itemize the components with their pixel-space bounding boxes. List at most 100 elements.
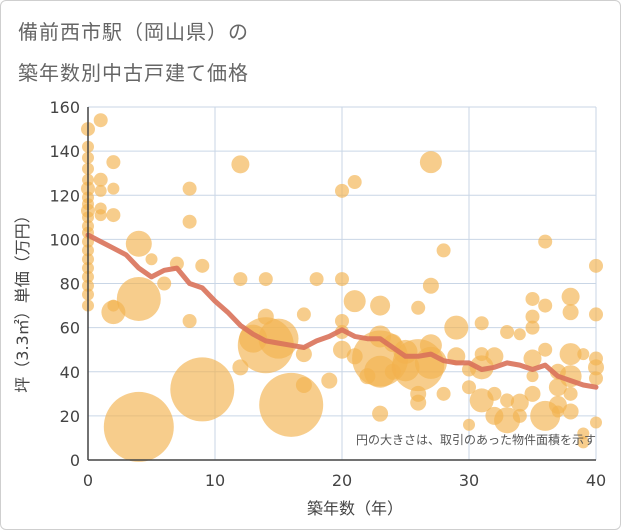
tick-labels: 0 20 40 60 80 100 120 140 160 0 10 20 30 40 [49,98,606,490]
data-bubble [512,408,527,423]
data-bubble [419,151,442,174]
data-bubble [500,393,515,408]
y-tick-label: 100 [49,230,80,249]
data-bubble [106,208,121,223]
data-bubble [107,182,120,195]
data-bubble [538,342,553,357]
data-bubble [577,348,590,361]
x-tick-label: 30 [459,471,479,490]
data-bubble [182,181,197,196]
data-bubble [500,325,515,340]
data-bubble [333,340,351,359]
data-bubble [513,328,526,341]
data-bubble [321,372,338,389]
data-bubble [538,234,553,249]
y-tick-label: 0 [70,451,80,470]
y-tick-label: 40 [60,363,80,382]
data-bubble [258,318,299,359]
data-bubble [295,346,312,363]
y-tick-label: 20 [60,407,80,426]
data-bubble [94,209,107,222]
data-bubble [231,155,250,174]
data-bubble [588,359,604,376]
data-bubble [335,314,349,329]
data-bubble [559,343,582,366]
data-bubble [462,380,476,395]
data-bubble [562,403,579,420]
data-bubble [335,183,349,198]
data-bubble [410,394,427,411]
x-tick-label: 0 [83,471,93,490]
data-bubble [524,385,541,402]
data-bubble [157,276,172,291]
data-bubble [525,291,540,306]
x-tick-label: 10 [205,471,225,490]
data-bubble [525,309,540,324]
data-bubble [474,316,489,331]
data-bubble [370,295,391,316]
data-bubble [125,230,152,257]
data-bubble [411,300,426,315]
data-bubble [116,276,161,321]
data-bubble [589,371,603,386]
data-bubble [232,359,249,376]
data-bubble [258,272,273,287]
data-bubble [523,349,542,368]
data-bubble [296,307,311,322]
data-bubble [444,315,469,340]
y-axis-label: 坪（3.3㎡）単価（万円） [13,207,32,392]
data-bubble [563,386,578,401]
chart-title-line2: 築年数別中古戸建て価格 [18,61,249,85]
axes [87,107,596,461]
data-bubble [525,320,540,335]
data-bubble [195,258,210,273]
y-tick-label: 160 [49,98,80,117]
data-bubble [295,376,312,393]
data-bubble [551,405,564,418]
data-bubble [94,184,107,197]
data-bubble [526,370,539,383]
data-bubble [436,386,451,401]
y-tick-label: 140 [49,142,80,161]
data-bubble [93,172,108,187]
data-bubble [577,436,590,449]
data-bubble [590,416,602,429]
data-bubble [422,277,439,294]
data-bubble [589,258,603,273]
data-bubble [259,372,324,437]
data-bubble [233,272,248,287]
data-bubble [93,113,108,128]
data-bubble [145,253,158,266]
data-bubble [182,214,197,229]
data-bubble [182,314,197,329]
size-legend-note: 円の大きさは、取引のあった物件面積を示す [356,432,596,447]
data-bubble [561,287,580,306]
y-tick-label: 80 [60,275,80,294]
y-tick-label: 120 [49,186,80,205]
y-tick-label: 60 [60,319,80,338]
data-bubble [372,405,389,422]
data-bubble [562,304,579,321]
x-tick-label: 20 [332,471,352,490]
data-bubble [347,175,362,190]
data-bubble [538,298,553,313]
data-bubble [510,393,529,412]
data-bubble [309,272,324,287]
data-bubble [364,355,397,388]
chart-title-line1: 備前西市駅（岡山県）の [18,20,249,44]
data-bubble [485,347,504,366]
data-bubble [487,386,502,401]
data-bubble [170,357,235,422]
x-tick-label: 40 [586,471,606,490]
data-bubble [106,155,121,170]
data-bubble [343,290,366,313]
data-bubble [436,243,451,258]
data-bubble [577,427,590,440]
data-bubble [335,272,349,287]
trend-line [85,232,599,390]
x-axis-label: 築年数（年） [307,499,403,518]
trend-line-path [85,232,599,390]
data-bubble [463,418,475,431]
